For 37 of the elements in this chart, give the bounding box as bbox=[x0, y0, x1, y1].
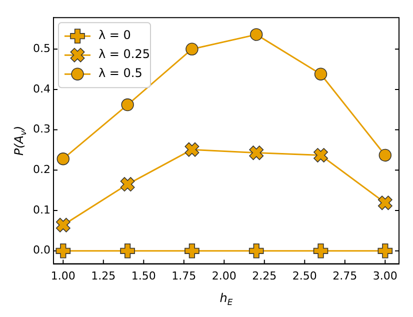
legend-label: λ = 0.25 bbox=[98, 47, 150, 62]
y-tick-label: 0.3 bbox=[32, 122, 50, 136]
point bbox=[120, 177, 135, 192]
x-tick-label: 1.00 bbox=[50, 269, 76, 282]
point bbox=[120, 243, 135, 258]
x-tick-label: 1.25 bbox=[91, 269, 116, 282]
x-tick-label: 2.50 bbox=[292, 269, 317, 282]
point bbox=[56, 218, 70, 232]
legend-label: λ = 0 bbox=[98, 28, 131, 42]
point bbox=[184, 142, 200, 157]
y-tick-label: 0.0 bbox=[32, 244, 50, 257]
x-tick-label: 2.75 bbox=[332, 269, 358, 282]
point bbox=[378, 148, 392, 162]
x-tick-label: 2.00 bbox=[212, 269, 236, 282]
y-axis-title: P(Av) bbox=[12, 126, 28, 156]
point bbox=[186, 42, 198, 56]
point bbox=[313, 243, 328, 258]
x-tick-label: 1.50 bbox=[131, 269, 156, 282]
x-tick-label: 2.25 bbox=[252, 269, 277, 282]
y-tick-label: 0.2 bbox=[32, 163, 50, 176]
point bbox=[249, 146, 264, 160]
point bbox=[56, 243, 71, 258]
point bbox=[378, 243, 393, 258]
point bbox=[121, 98, 134, 112]
point bbox=[248, 243, 264, 258]
point bbox=[56, 152, 70, 166]
point bbox=[314, 148, 328, 162]
x-tick-label: 1.75 bbox=[172, 269, 196, 282]
legend-label: λ = 0.5 bbox=[98, 66, 142, 80]
y-tick-label: 0.5 bbox=[32, 42, 50, 55]
point bbox=[314, 68, 328, 80]
y-tick-label: 0.4 bbox=[32, 82, 50, 96]
point bbox=[250, 28, 263, 41]
x-tick-label: 3.00 bbox=[372, 269, 398, 282]
y-tick-label: 0.1 bbox=[32, 203, 50, 216]
point bbox=[378, 196, 392, 210]
point bbox=[184, 243, 200, 258]
